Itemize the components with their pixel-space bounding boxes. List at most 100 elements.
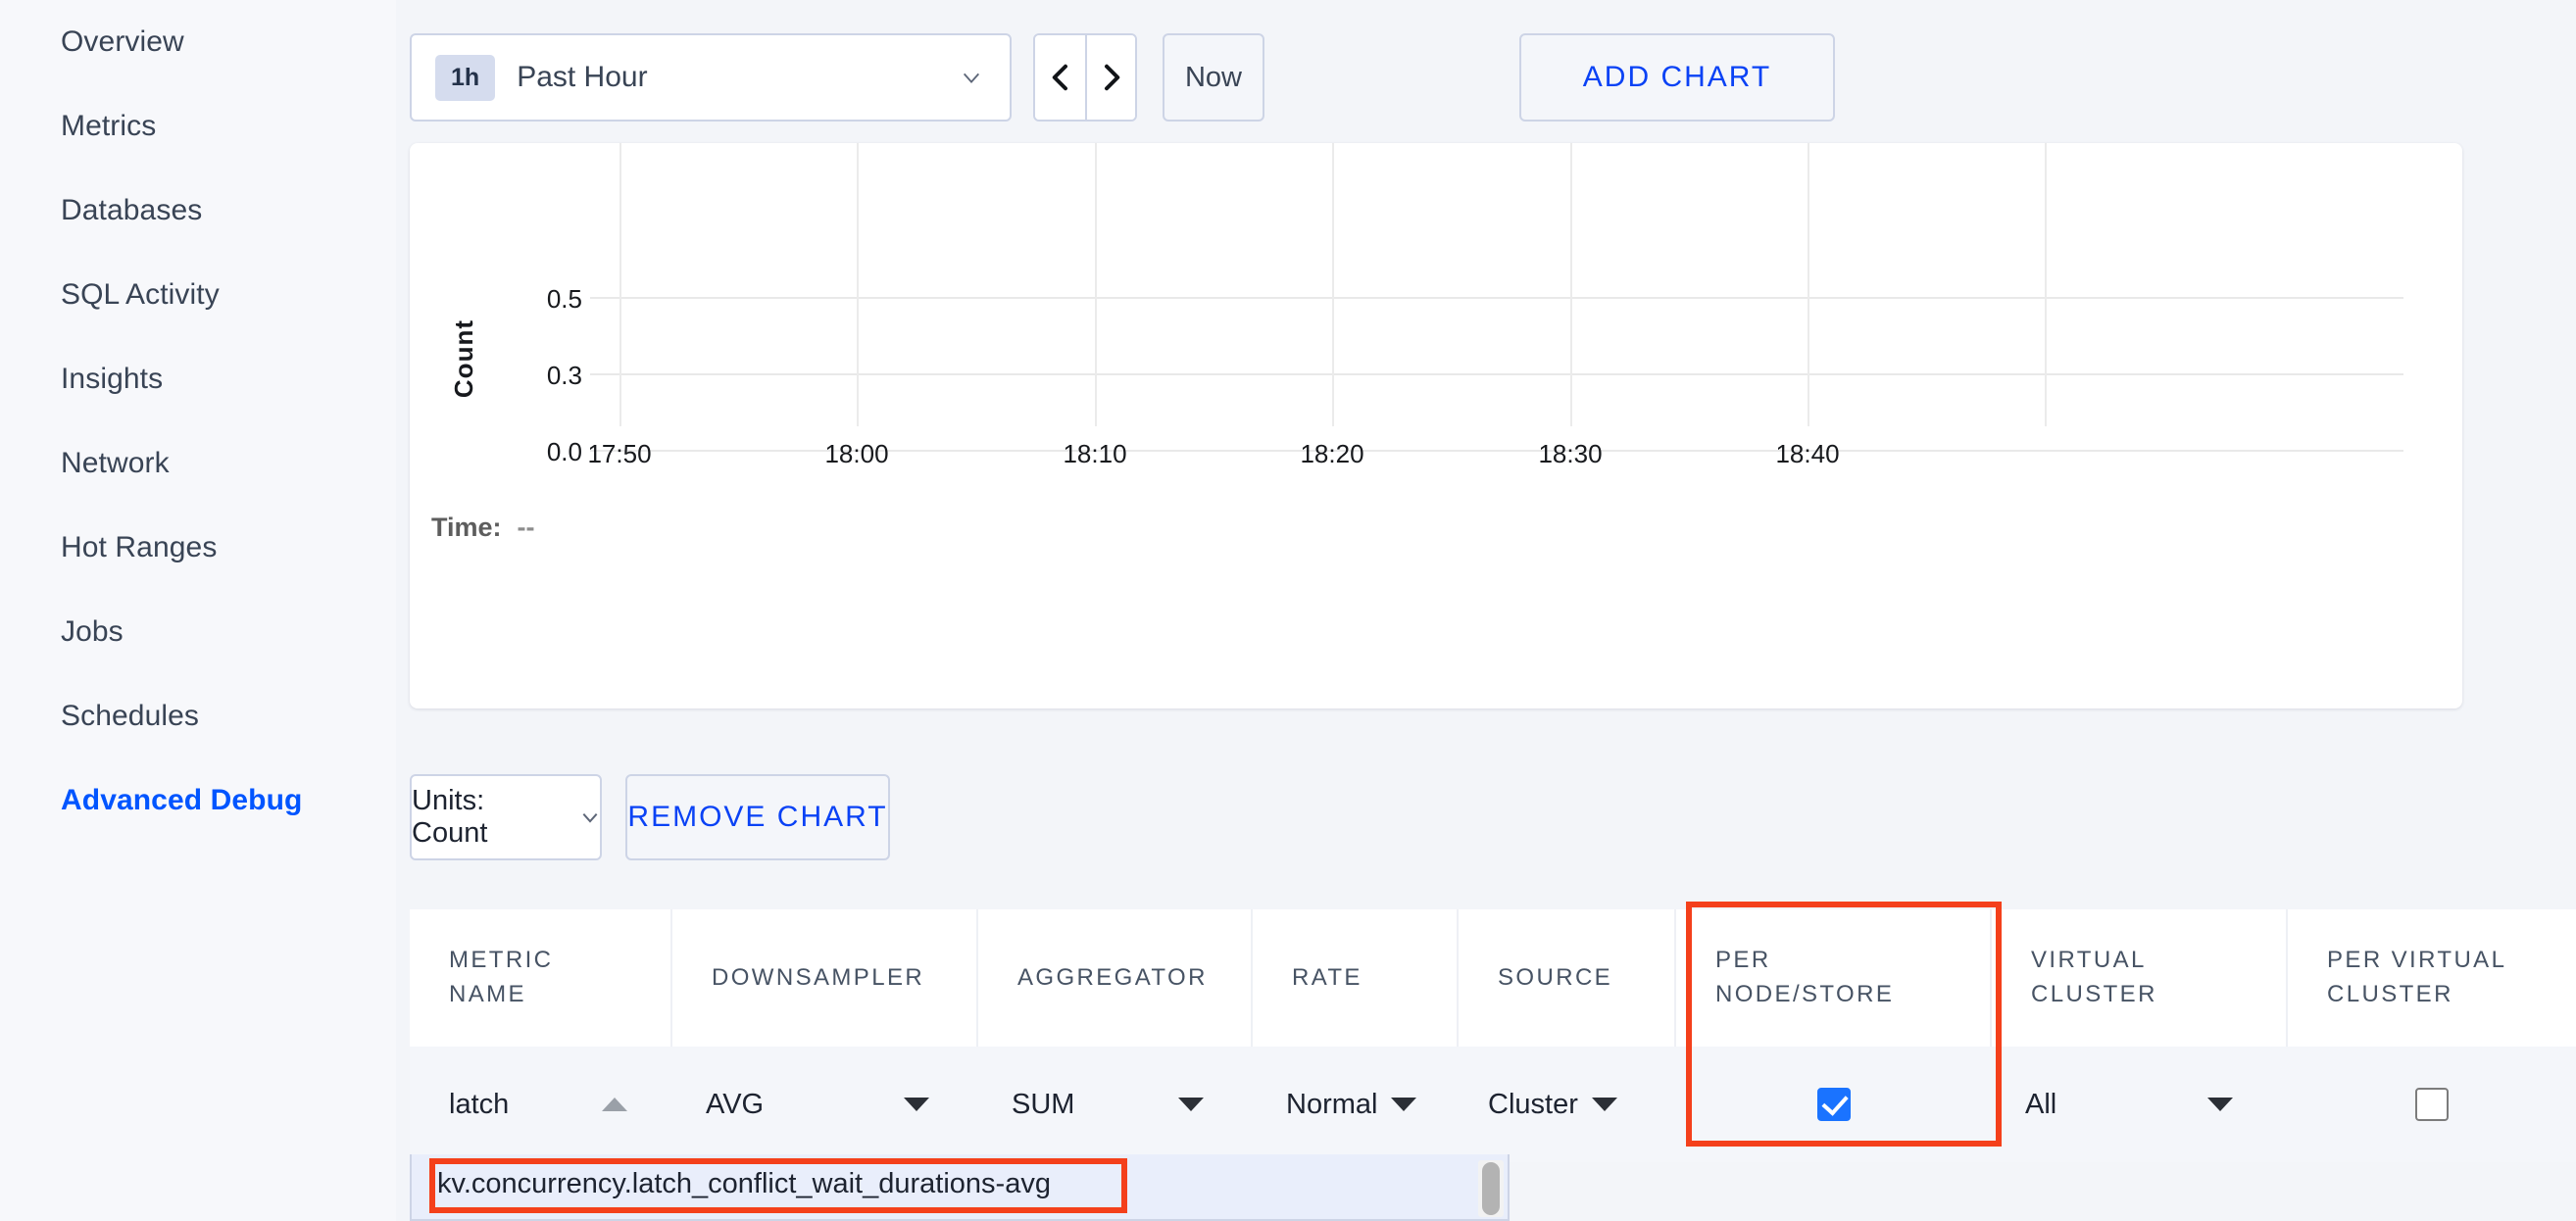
chart-gridline-v	[1808, 143, 1809, 426]
time-nav-group	[1033, 33, 1137, 122]
remove-chart-button[interactable]: REMOVE CHART	[625, 774, 890, 860]
toolbar: 1h Past Hour Now ADD CHART	[410, 33, 1835, 122]
chevron-right-icon[interactable]	[1085, 35, 1135, 120]
chart-gridline-h	[590, 297, 2403, 299]
chart-x-tick: 18:10	[1063, 439, 1127, 468]
column-header-line2: CLUSTER	[2327, 981, 2453, 1007]
chart-y-tick: 0.5	[546, 284, 582, 314]
sidebar-item-hot-ranges[interactable]: Hot Ranges	[0, 506, 396, 590]
per-node-store-checkbox[interactable]	[1817, 1088, 1851, 1121]
cell-source[interactable]: Cluster	[1459, 1047, 1676, 1162]
column-header-rate[interactable]: RATE	[1253, 909, 1459, 1047]
sidebar-item-label: SQL Activity	[61, 278, 220, 311]
column-header-line1: PER	[1715, 947, 1771, 974]
chart-time-readout: Time: --	[431, 513, 535, 543]
cell-metric-name[interactable]: latch	[410, 1047, 672, 1162]
chart-time-readout-value: --	[517, 513, 535, 542]
chart-x-tick: 18:00	[824, 439, 889, 468]
column-header-per-virtual-cluster[interactable]: PER VIRTUAL CLUSTER	[2288, 909, 2576, 1047]
sort-ascending-icon[interactable]	[602, 1098, 627, 1111]
virtual-cluster-value: All	[2025, 1088, 2057, 1120]
column-header-line1: VIRTUAL	[2031, 947, 2147, 974]
sidebar-item-advanced-debug[interactable]: Advanced Debug	[0, 758, 396, 843]
chart-gridline-v	[2045, 143, 2047, 426]
now-button[interactable]: Now	[1163, 33, 1264, 122]
table-row: latch AVG SUM Normal Cluster	[410, 1047, 2576, 1162]
units-select[interactable]: Units: Count	[410, 774, 602, 860]
main-content: 1h Past Hour Now ADD CHART Count	[396, 0, 2576, 1221]
chart-gridline-h	[590, 450, 2403, 452]
sidebar-item-label: Schedules	[61, 700, 199, 732]
downsampler-value: AVG	[706, 1088, 765, 1120]
sidebar-item-schedules[interactable]: Schedules	[0, 674, 396, 758]
time-range-label: Past Hour	[517, 61, 648, 93]
cell-rate[interactable]: Normal	[1253, 1047, 1459, 1162]
chevron-down-icon	[961, 67, 982, 88]
column-header-downsampler[interactable]: DOWNSAMPLER	[672, 909, 978, 1047]
column-header-aggregator[interactable]: AGGREGATOR	[978, 909, 1253, 1047]
chart-controls-row: Units: Count REMOVE CHART	[410, 774, 890, 860]
chevron-down-icon[interactable]	[2207, 1098, 2233, 1111]
column-header-line1: PER VIRTUAL	[2327, 947, 2507, 974]
sidebar-item-sql-activity[interactable]: SQL Activity	[0, 253, 396, 337]
aggregator-value: SUM	[1012, 1088, 1075, 1120]
cell-downsampler[interactable]: AVG	[672, 1047, 978, 1162]
column-header-virtual-cluster[interactable]: VIRTUAL CLUSTER	[1992, 909, 2288, 1047]
sidebar-item-overview[interactable]: Overview	[0, 0, 396, 84]
column-header-line2: CLUSTER	[2031, 981, 2157, 1007]
chart-x-tick: 18:20	[1300, 439, 1364, 468]
sidebar-item-insights[interactable]: Insights	[0, 337, 396, 421]
dropdown-scrollbar[interactable]	[1478, 1160, 1504, 1217]
chevron-down-icon[interactable]	[1178, 1098, 1204, 1111]
sidebar-item-jobs[interactable]: Jobs	[0, 590, 396, 674]
column-header-line2: NAME	[449, 981, 526, 1007]
chevron-down-icon	[580, 807, 600, 827]
column-header-source[interactable]: SOURCE	[1459, 909, 1676, 1047]
cell-virtual-cluster[interactable]: All	[1992, 1047, 2288, 1162]
sidebar-item-metrics[interactable]: Metrics	[0, 84, 396, 169]
sidebar-item-label: Databases	[61, 194, 203, 226]
chevron-down-icon[interactable]	[904, 1098, 929, 1111]
chart-card: Count 0.5 0.3 0.0 17:50 18:00	[410, 143, 2462, 708]
sidebar-item-databases[interactable]: Databases	[0, 169, 396, 253]
column-header-line1: METRIC	[449, 947, 554, 974]
per-virtual-cluster-checkbox[interactable]	[2415, 1088, 2449, 1121]
metric-name-value: latch	[449, 1088, 510, 1120]
chevron-down-icon[interactable]	[1391, 1098, 1417, 1111]
metrics-table: METRIC NAME DOWNSAMPLER AGGREGATOR RATE S…	[410, 909, 2576, 1162]
chart-x-tick: 18:40	[1775, 439, 1840, 468]
source-value: Cluster	[1488, 1088, 1578, 1120]
sidebar-item-label: Metrics	[61, 110, 157, 142]
time-range-picker[interactable]: 1h Past Hour	[410, 33, 1012, 122]
sidebar: Overview Metrics Databases SQL Activity …	[0, 0, 396, 1221]
chevron-left-icon[interactable]	[1035, 35, 1085, 120]
chart-gridline-v	[619, 143, 621, 426]
time-range-badge: 1h	[435, 54, 496, 101]
chart-gridline-h	[590, 373, 2403, 375]
cell-per-node-store[interactable]	[1676, 1047, 1992, 1162]
cell-per-virtual-cluster[interactable]	[2288, 1047, 2576, 1162]
sidebar-item-label: Advanced Debug	[61, 784, 303, 816]
metric-name-dropdown-option[interactable]: kv.concurrency.latch_conflict_wait_durat…	[437, 1168, 1051, 1199]
chart-gridline-v	[857, 143, 859, 426]
chevron-down-icon[interactable]	[1591, 1098, 1617, 1111]
dropdown-scrollbar-thumb[interactable]	[1482, 1162, 1500, 1215]
cell-aggregator[interactable]: SUM	[978, 1047, 1253, 1162]
sidebar-item-label: Network	[61, 447, 170, 479]
table-header-row: METRIC NAME DOWNSAMPLER AGGREGATOR RATE S…	[410, 909, 2576, 1047]
column-header-line2: NODE/STORE	[1715, 981, 1895, 1007]
chart-gridline-v	[1332, 143, 1334, 426]
column-header-per-node-store[interactable]: PER NODE/STORE	[1676, 909, 1992, 1047]
chart-x-tick: 18:30	[1538, 439, 1603, 468]
sidebar-item-network[interactable]: Network	[0, 421, 396, 506]
add-chart-button[interactable]: ADD CHART	[1519, 33, 1835, 122]
column-header-metric-name[interactable]: METRIC NAME	[410, 909, 672, 1047]
rate-value: Normal	[1286, 1088, 1378, 1120]
sidebar-item-label: Overview	[61, 25, 184, 58]
sidebar-item-label: Insights	[61, 363, 164, 395]
sidebar-item-label: Hot Ranges	[61, 531, 218, 563]
chart-y-tick: 0.3	[546, 361, 582, 390]
chart-x-tick: 17:50	[587, 439, 652, 468]
units-select-label: Units: Count	[412, 785, 488, 849]
